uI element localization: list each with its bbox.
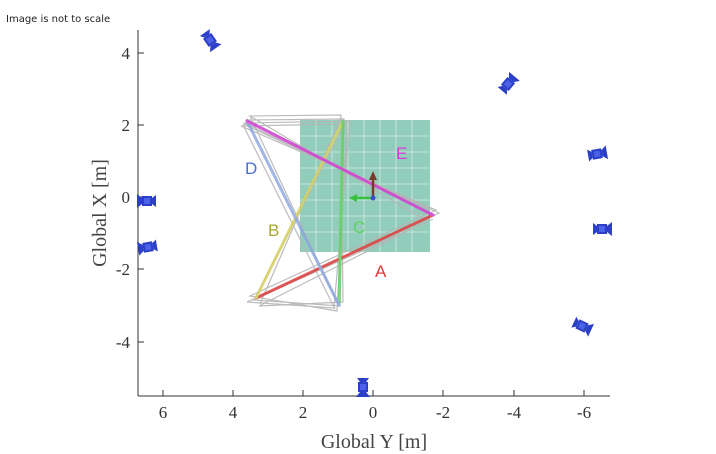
- y-tick-label: -2: [116, 260, 130, 279]
- y-tick-label: 0: [122, 188, 131, 207]
- segment-label-c: C: [353, 218, 365, 237]
- x-tick-label: 2: [299, 403, 308, 422]
- segment-e-line: [245, 119, 435, 217]
- segment-label-d: D: [245, 159, 257, 178]
- x-tick-label: -2: [436, 403, 450, 422]
- camera-icon: [586, 145, 609, 163]
- segment-labels: A B C D E: [245, 144, 407, 281]
- camera-icon: [136, 238, 159, 256]
- segment-label-e: E: [396, 144, 407, 163]
- y-tick-label: -4: [116, 333, 131, 352]
- segment-d-line: [245, 119, 341, 307]
- not-to-scale-note: Image is not to scale: [6, 14, 111, 25]
- coordinate-frame-icon: [349, 171, 377, 202]
- segment-label-a: A: [375, 262, 387, 281]
- segment-b-line: [254, 119, 345, 300]
- y-tick-label: 2: [122, 116, 131, 135]
- camera-icon: [356, 378, 370, 397]
- camera-icon: [570, 315, 595, 337]
- y-tick-label: 4: [122, 44, 131, 63]
- camera-icon: [593, 222, 612, 236]
- segment-a-line: [254, 213, 435, 300]
- x-ticks: 6 4 2 0 -2 -4 -6: [159, 390, 591, 422]
- x-tick-label: -6: [577, 403, 591, 422]
- x-axis-label: Global Y [m]: [321, 431, 427, 453]
- axes: 4 2 0 -2 -4 6 4 2 0 -2 -4 -6 Global Y [m…: [89, 30, 610, 453]
- segment-label-b: B: [268, 221, 279, 240]
- camera-icon: [496, 71, 520, 96]
- camera-icon: [137, 194, 156, 208]
- y-axis-label: Global X [m]: [89, 159, 111, 267]
- x-tick-label: 0: [369, 403, 378, 422]
- x-tick-label: 6: [159, 403, 168, 422]
- segment-c-line: [337, 119, 345, 307]
- colored-segments: [245, 119, 435, 307]
- x-tick-label: -4: [507, 403, 522, 422]
- camera-icon: [199, 28, 222, 53]
- x-tick-label: 4: [229, 403, 238, 422]
